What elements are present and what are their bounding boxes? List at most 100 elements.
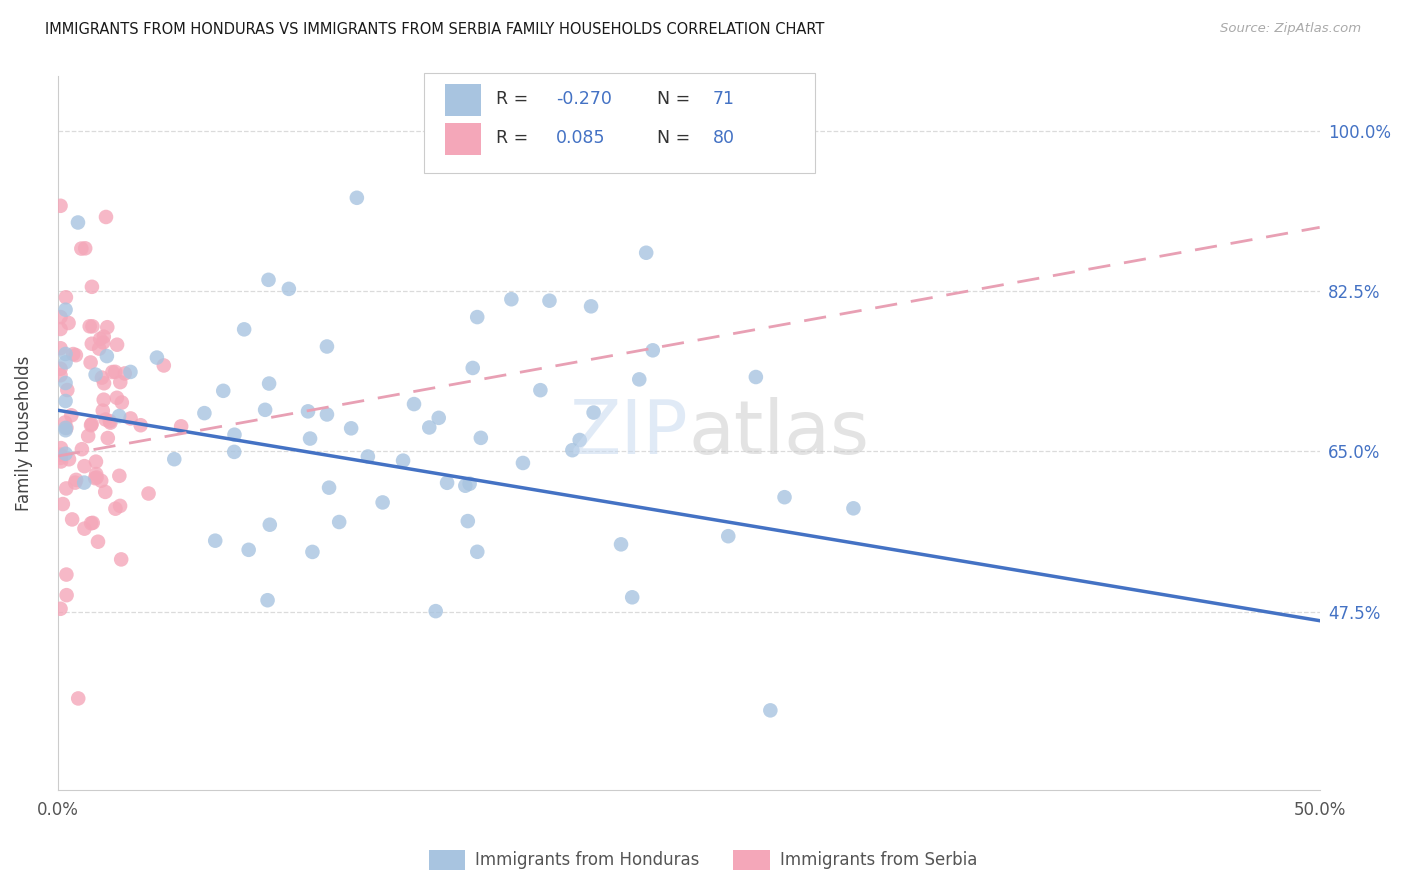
Point [641, 343, 664, 358]
Point [392, 453, 415, 467]
Point [65, 473, 87, 487]
Point [204, 533, 226, 548]
Point [101, 365, 124, 379]
Text: N =: N = [657, 90, 696, 108]
Point [62, 347, 84, 361]
Point [80, 516, 103, 531]
Point [254, 402, 277, 417]
Point [49, 341, 72, 355]
Text: atlas: atlas [689, 397, 870, 470]
Point [636, 245, 658, 260]
Point [110, 375, 132, 389]
Point [842, 501, 865, 516]
Point [55, 302, 77, 317]
Point [501, 292, 523, 306]
Point [111, 395, 134, 409]
Point [77, 429, 100, 443]
Point [73, 522, 96, 536]
Point [402, 397, 425, 411]
Point [316, 339, 339, 353]
Point [340, 421, 363, 435]
Point [120, 411, 142, 425]
Point [461, 361, 484, 376]
Point [97, 431, 120, 445]
Point [55, 394, 77, 409]
Point [138, 486, 160, 500]
Y-axis label: Family Households: Family Households [15, 356, 32, 511]
Point [56, 383, 79, 397]
Point [49, 322, 72, 336]
Point [470, 431, 492, 445]
Point [91, 335, 114, 350]
Point [212, 384, 235, 398]
Point [80, 336, 103, 351]
Point [55, 588, 77, 602]
Point [561, 443, 583, 458]
Point [94, 484, 117, 499]
Point [80, 417, 103, 431]
Point [52, 497, 75, 511]
Point [49, 454, 72, 468]
Point [80, 280, 103, 294]
Point [63, 475, 86, 490]
Point [224, 427, 246, 442]
Point [745, 370, 768, 384]
Point [436, 475, 458, 490]
Point [58, 316, 80, 330]
Point [759, 703, 782, 717]
Point [105, 337, 128, 351]
Point [568, 433, 591, 447]
Point [297, 404, 319, 418]
Point [357, 450, 380, 464]
Point [316, 408, 339, 422]
Point [512, 456, 534, 470]
Point [299, 432, 322, 446]
Point [80, 418, 103, 433]
Point [277, 282, 299, 296]
Point [82, 516, 104, 530]
Point [55, 347, 77, 361]
Point [427, 410, 450, 425]
Point [89, 342, 111, 356]
Text: -0.270: -0.270 [557, 90, 612, 108]
Point [70, 442, 93, 457]
Point [86, 470, 108, 484]
Point [49, 441, 72, 455]
Point [70, 242, 93, 256]
Point [73, 475, 96, 490]
Point [457, 514, 479, 528]
Point [538, 293, 561, 308]
Point [87, 534, 110, 549]
Point [146, 351, 169, 365]
Text: 71: 71 [713, 90, 735, 108]
Point [94, 210, 117, 224]
Point [82, 319, 104, 334]
Text: R =: R = [496, 90, 533, 108]
Point [233, 322, 256, 336]
Point [110, 552, 132, 566]
Point [104, 501, 127, 516]
Point [773, 490, 796, 504]
Point [610, 537, 633, 551]
Point [418, 420, 440, 434]
Point [628, 372, 651, 386]
Text: N =: N = [657, 129, 696, 147]
Point [259, 517, 281, 532]
Point [49, 361, 72, 376]
Point [93, 329, 115, 343]
Text: 0.085: 0.085 [557, 129, 606, 147]
FancyBboxPatch shape [446, 123, 481, 155]
Point [108, 409, 131, 423]
Point [60, 512, 83, 526]
Point [465, 545, 488, 559]
Point [73, 459, 96, 474]
Point [120, 365, 142, 379]
Point [96, 349, 118, 363]
Point [224, 445, 246, 459]
Point [108, 499, 131, 513]
Point [114, 367, 136, 381]
Point [65, 348, 87, 362]
Point [58, 452, 80, 467]
Point [60, 409, 83, 423]
Point [49, 310, 72, 324]
